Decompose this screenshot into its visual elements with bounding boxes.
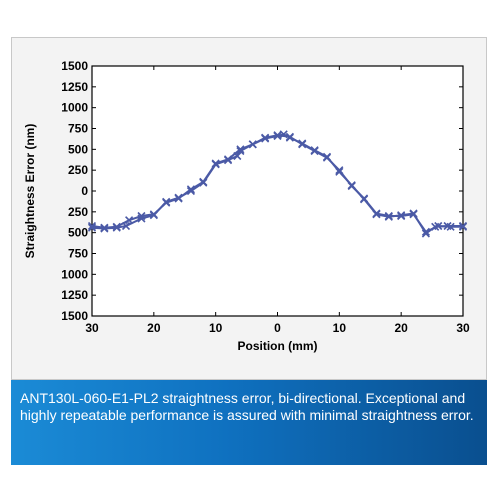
straightness-chart: 1500 1250 1000 750 500 250 0 250 500 750 1000 1250 1… — [23, 59, 470, 353]
marker-stroke — [87, 221, 97, 231]
y-tick-label: 500 — [68, 142, 88, 156]
marker-stroke — [149, 210, 158, 219]
marker-stroke — [446, 222, 455, 231]
y-tick-label: 1500 — [61, 59, 88, 73]
x-axis-title: Position (mm) — [238, 339, 318, 353]
marker-stroke — [233, 151, 242, 161]
data-point-marker — [174, 194, 183, 203]
data-point-marker — [446, 222, 455, 231]
y-tick-label: 0 — [81, 184, 88, 198]
data-point-marker — [409, 210, 418, 219]
data-point-marker — [397, 211, 406, 221]
data-point-marker — [199, 177, 208, 186]
data-point-marker — [87, 221, 97, 231]
marker-stroke — [421, 227, 430, 236]
marker-stroke — [335, 166, 344, 175]
marker-stroke — [112, 222, 121, 231]
data-point-marker — [347, 181, 356, 191]
data-point-marker — [162, 198, 171, 207]
data-point-marker — [273, 131, 282, 140]
data-point-marker — [248, 140, 257, 149]
data-point-marker — [149, 210, 158, 219]
marker-stroke — [100, 223, 109, 232]
marker-stroke — [372, 209, 381, 218]
y-tick-label: 1000 — [61, 101, 88, 115]
data-point-marker — [310, 146, 319, 156]
data-point-marker — [360, 194, 369, 203]
marker-stroke — [360, 194, 369, 203]
x-tick-label: 0 — [274, 321, 281, 335]
y-tick-label: 1500 — [61, 309, 88, 323]
marker-stroke — [121, 221, 131, 231]
marker-stroke — [285, 132, 294, 141]
marker-stroke — [298, 140, 307, 149]
caption-text: ANT130L-060-E1-PL2 straightness error, b… — [20, 390, 474, 423]
data-point-marker — [384, 211, 393, 221]
data-point-marker — [223, 155, 233, 164]
marker-stroke — [273, 131, 282, 140]
marker-stroke — [211, 159, 220, 168]
x-tick-label: 20 — [394, 321, 408, 335]
y-tick-label: 1250 — [61, 80, 88, 94]
data-point-marker — [211, 159, 220, 168]
marker-stroke — [458, 222, 468, 231]
y-tick-label: 750 — [68, 122, 88, 136]
x-tick-label: 10 — [333, 321, 347, 335]
y-tick-label: 250 — [68, 205, 88, 219]
data-point-marker — [372, 209, 381, 218]
data-point-marker — [112, 222, 121, 231]
x-tick-label: 30 — [456, 321, 470, 335]
marker-stroke — [409, 210, 418, 219]
data-point-marker — [335, 166, 344, 175]
data-point-marker — [298, 140, 307, 149]
y-tick-label: 750 — [68, 247, 88, 261]
marker-stroke — [347, 181, 356, 191]
chart-caption: ANT130L-060-E1-PL2 straightness error, b… — [11, 380, 487, 465]
data-point-marker — [458, 222, 468, 231]
marker-stroke — [248, 140, 257, 149]
marker-stroke — [199, 177, 208, 186]
data-point-marker — [100, 223, 109, 232]
y-tick-label: 1000 — [61, 267, 88, 281]
data-point-marker — [236, 145, 245, 154]
y-tick-label: 250 — [68, 163, 88, 177]
marker-stroke — [236, 145, 245, 154]
marker-stroke — [322, 153, 332, 162]
data-point-marker — [125, 216, 134, 225]
data-point-marker — [434, 221, 443, 231]
plot-area — [91, 65, 464, 317]
x-tick-label: 30 — [85, 321, 99, 335]
marker-stroke — [434, 221, 443, 231]
y-axis-title: Straightness Error (nm) — [23, 124, 37, 259]
data-point-marker — [322, 153, 332, 162]
x-tick-label: 10 — [209, 321, 223, 335]
marker-stroke — [223, 155, 233, 164]
marker-stroke — [137, 211, 146, 221]
data-point-marker — [137, 211, 146, 221]
data-point-marker — [285, 132, 294, 141]
data-point-marker — [186, 185, 195, 194]
data-point-marker — [421, 227, 430, 236]
marker-stroke — [174, 194, 183, 203]
chart-panel: 1500 1250 1000 750 500 250 0 250 500 750 1000 1250 1… — [11, 37, 487, 380]
x-tick-label: 20 — [147, 321, 161, 335]
marker-stroke — [310, 146, 319, 156]
marker-stroke — [384, 211, 393, 221]
data-point-marker — [261, 133, 270, 142]
marker-stroke — [261, 133, 270, 142]
y-tick-label: 500 — [68, 226, 88, 240]
marker-stroke — [186, 185, 195, 194]
y-tick-label: 1250 — [61, 288, 88, 302]
marker-stroke — [162, 198, 171, 207]
marker-stroke — [397, 211, 406, 221]
marker-stroke — [125, 216, 134, 225]
